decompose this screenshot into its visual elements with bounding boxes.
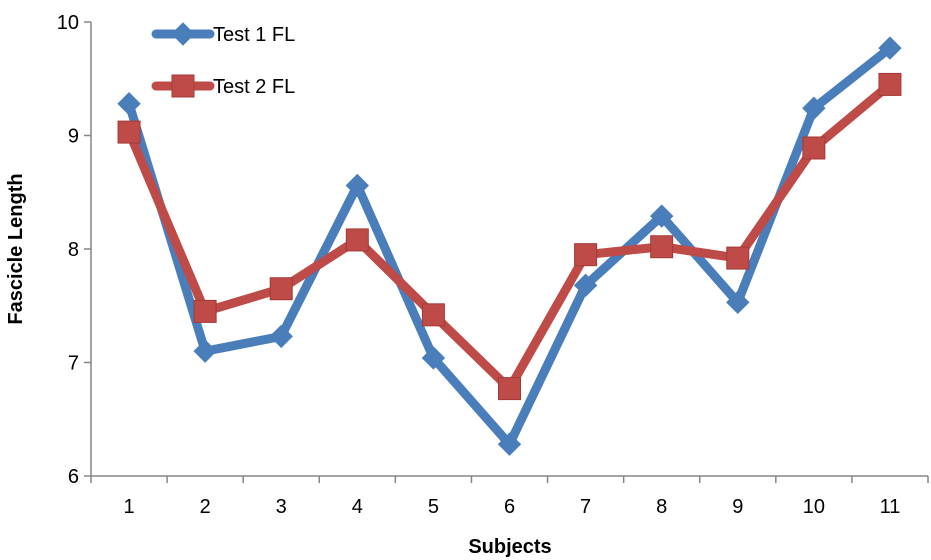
legend-label: Test 1 FL [213, 24, 295, 46]
x-tick-label: 10 [803, 496, 825, 518]
series-1-point [345, 173, 370, 198]
x-tick-label: 4 [352, 496, 363, 518]
series-2-point [498, 377, 521, 401]
axes: 6 7 8 9 10 1 2 3 4 5 6 7 8 9 10 11 [57, 12, 929, 518]
series-1 [117, 36, 902, 456]
legend-swatch-marker [171, 74, 195, 98]
series-group [117, 36, 902, 456]
series-2-point [802, 136, 826, 160]
x-tick-label: 2 [200, 496, 211, 518]
x-tick-label: 1 [123, 496, 134, 518]
series-2-point [574, 243, 598, 267]
series-2-point [650, 235, 674, 259]
x-tick-label: 11 [880, 496, 901, 518]
series-2-point [878, 72, 902, 96]
series-1-point [193, 339, 217, 363]
x-tick-label: 5 [428, 496, 439, 518]
y-axis-title: Fascicle Length [5, 173, 27, 324]
series-1-point [497, 432, 522, 456]
y-tick-label: 7 [68, 353, 79, 375]
y-tick-label: 8 [68, 239, 79, 261]
series-2-point [345, 228, 369, 252]
legend-swatch-marker [171, 22, 195, 46]
series-1-point [802, 96, 826, 120]
series-2 [117, 72, 902, 401]
x-tick-label: 3 [276, 496, 287, 518]
series-2-point [726, 246, 750, 270]
series-2-point [117, 120, 141, 144]
legend: Test 1 FL Test 2 FL [151, 22, 295, 98]
series-1-point [421, 346, 446, 370]
y-tick-label: 10 [57, 12, 79, 34]
y-tick-label: 9 [68, 126, 79, 148]
legend-entry-2: Test 2 FL [151, 74, 295, 98]
y-tick-label: 6 [68, 466, 79, 488]
series-1-point [726, 290, 750, 315]
series-2-point [193, 299, 217, 323]
x-tick-label: 7 [580, 496, 591, 518]
series-1-point [269, 324, 293, 349]
series-2-point [269, 277, 293, 301]
series-1-point [573, 273, 598, 298]
x-axis-title: Subjects [468, 536, 551, 558]
series-2-point [421, 303, 445, 327]
series-1-point [878, 36, 902, 60]
x-tick-label: 6 [504, 496, 515, 518]
series-1-point [649, 204, 674, 228]
series-1-point [117, 92, 141, 116]
legend-label: Test 2 FL [213, 76, 295, 98]
x-tick-label: 8 [656, 496, 667, 518]
x-tick-label: 9 [732, 496, 743, 518]
legend-entry-1: Test 1 FL [151, 22, 295, 46]
